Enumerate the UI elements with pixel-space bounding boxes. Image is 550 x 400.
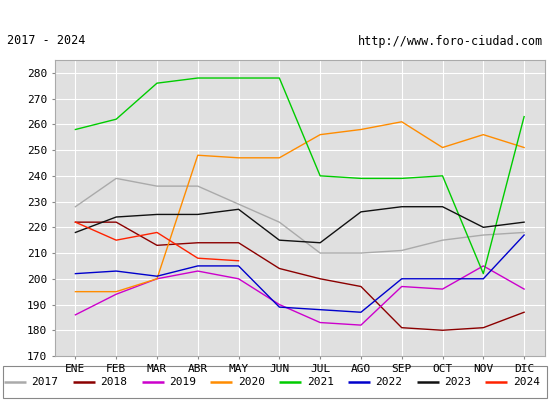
Text: http://www.foro-ciudad.com: http://www.foro-ciudad.com bbox=[358, 34, 543, 48]
Text: 2018: 2018 bbox=[100, 377, 128, 387]
Text: 2020: 2020 bbox=[238, 377, 265, 387]
Text: 2022: 2022 bbox=[375, 377, 403, 387]
Text: 2017 - 2024: 2017 - 2024 bbox=[7, 34, 85, 48]
Text: Evolucion del paro registrado en Castellbell i el Vilar: Evolucion del paro registrado en Castell… bbox=[24, 8, 526, 22]
Text: 2019: 2019 bbox=[169, 377, 196, 387]
Text: 2023: 2023 bbox=[444, 377, 471, 387]
Text: 2021: 2021 bbox=[307, 377, 334, 387]
Text: 2024: 2024 bbox=[513, 377, 540, 387]
Text: 2017: 2017 bbox=[32, 377, 59, 387]
